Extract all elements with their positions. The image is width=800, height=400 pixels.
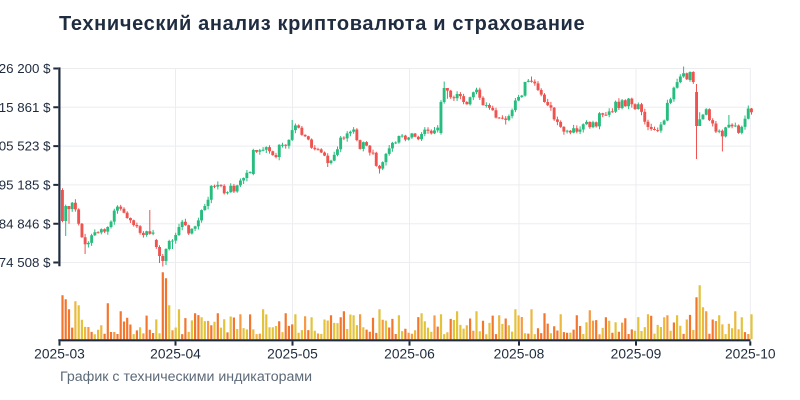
svg-text:2025-08: 2025-08 [494, 347, 545, 362]
svg-text:2025-05: 2025-05 [267, 347, 318, 362]
svg-text:Технический анализ криптовалют: Технический анализ криптовалюта и страхо… [59, 13, 585, 35]
svg-text:95 185 $: 95 185 $ [0, 178, 51, 193]
svg-text:2025-10: 2025-10 [725, 347, 776, 362]
svg-text:2025-09: 2025-09 [611, 347, 662, 362]
svg-text:115 861 $: 115 861 $ [0, 100, 51, 115]
svg-text:2025-06: 2025-06 [384, 347, 435, 362]
svg-text:2025-04: 2025-04 [150, 347, 201, 362]
svg-text:105 523 $: 105 523 $ [0, 139, 51, 154]
svg-text:2025-03: 2025-03 [34, 347, 85, 362]
svg-text:84 846 $: 84 846 $ [0, 216, 51, 231]
svg-text:График с техническими индикато: График с техническими индикаторами [60, 369, 312, 385]
svg-text:74 508 $: 74 508 $ [0, 255, 51, 270]
svg-text:126 200 $: 126 200 $ [0, 61, 51, 76]
